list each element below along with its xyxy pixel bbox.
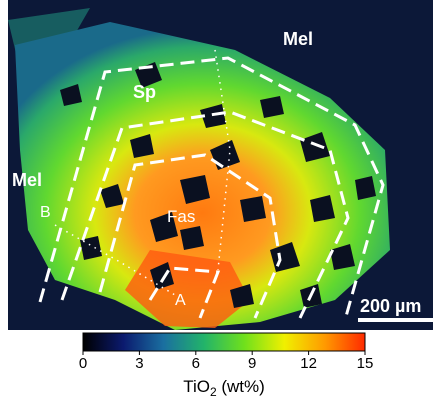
colorbar-tick-label: 12	[300, 355, 317, 372]
traverse-label: A	[175, 292, 186, 309]
element-map: Mel Sp Mel B Fas A 200 µm	[8, 0, 433, 330]
figure: Mel Sp Mel B Fas A 200 µm TiO2 (wt%) 0 3 6…	[0, 0, 433, 401]
phase-label: Mel	[283, 29, 313, 49]
title-unit: (wt%)	[217, 377, 265, 396]
title-text: TiO	[183, 377, 210, 396]
colorbar-title: TiO2 (wt%)	[183, 377, 265, 399]
phase-label: Sp	[133, 82, 156, 102]
traverse-label: B	[40, 204, 51, 221]
scale-bar-label: 200 µm	[360, 296, 421, 316]
colorbar-tick-label: 3	[135, 355, 143, 372]
colorbar-gradient	[83, 333, 365, 351]
phase-label: Fas	[167, 207, 195, 226]
colorbar-tick-label: 0	[79, 355, 87, 372]
colorbar: TiO2 (wt%) 0 3 6 9 12 15	[79, 333, 374, 399]
phase-label: Mel	[12, 170, 42, 190]
colorbar-tick-label: 6	[192, 355, 200, 372]
colorbar-tick-label: 9	[248, 355, 256, 372]
colorbar-tick-label: 15	[357, 355, 374, 372]
